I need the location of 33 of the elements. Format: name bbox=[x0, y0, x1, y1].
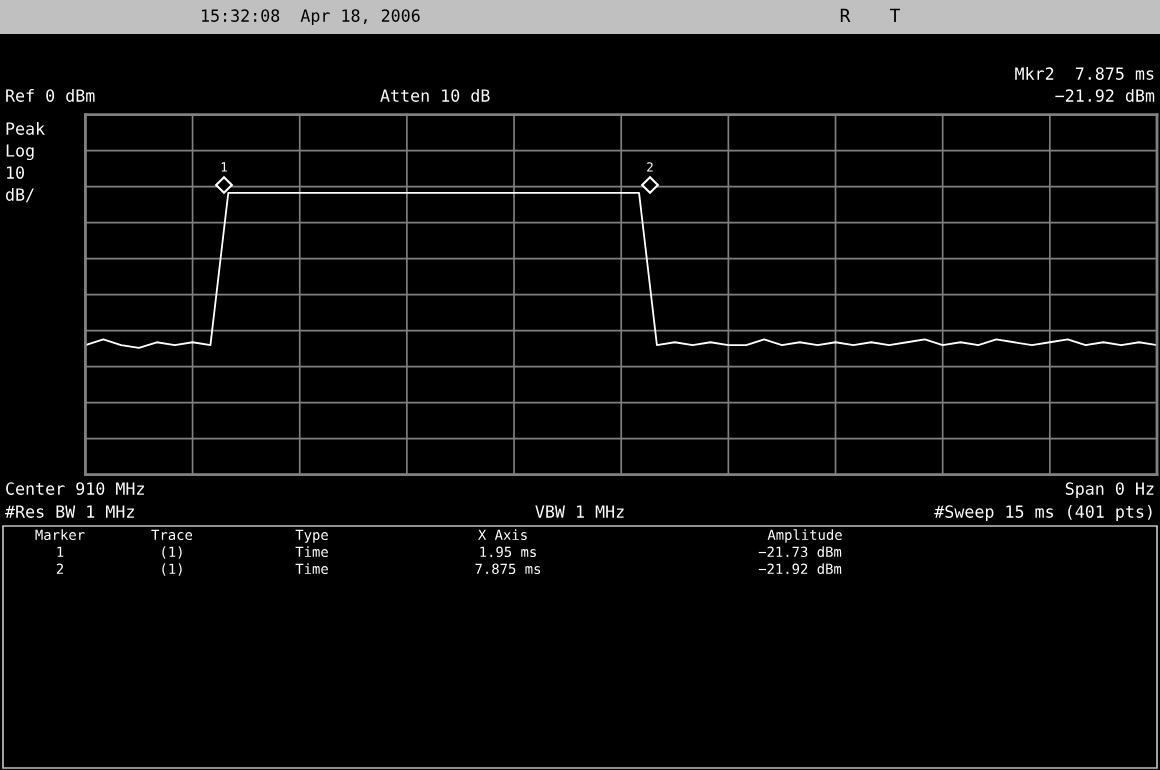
text: Ref 0 dBm bbox=[6, 88, 95, 102]
text: Atten 10 dB bbox=[380, 88, 490, 102]
text: −21.92 dBm bbox=[1055, 88, 1155, 102]
text: 1 bbox=[221, 162, 227, 172]
text: dB/ bbox=[6, 187, 34, 203]
text: Type bbox=[295, 529, 328, 543]
text: 1.95 ms bbox=[480, 546, 536, 558]
text: (1) bbox=[162, 563, 182, 576]
text: #Res BW 1 MHz bbox=[5, 505, 134, 518]
text: 1 bbox=[57, 546, 64, 557]
text: 2 bbox=[647, 162, 653, 172]
text: Log bbox=[6, 144, 34, 161]
text: R bbox=[840, 8, 851, 23]
text: Time bbox=[295, 563, 328, 575]
text: Center 910 MHz bbox=[6, 482, 144, 495]
text: VBW 1 MHz bbox=[535, 505, 624, 518]
text: #Sweep 15 ms (401 pts) bbox=[934, 505, 1152, 522]
text: 7.875 ms bbox=[475, 563, 541, 575]
text: −21.92 dBm bbox=[758, 563, 842, 575]
text: X Axis bbox=[478, 529, 527, 541]
text: Trace bbox=[151, 529, 193, 541]
text: 10 bbox=[7, 166, 24, 179]
text: 2 bbox=[56, 563, 63, 574]
text: 15:32:08 Apr 18, 2006 bbox=[202, 9, 420, 26]
text: Amplitude bbox=[767, 529, 842, 543]
text: T bbox=[889, 8, 901, 23]
text: Peak bbox=[6, 121, 45, 135]
text: Mkr2 7.875 ms bbox=[1015, 66, 1154, 80]
text: Time bbox=[295, 546, 328, 558]
text: Marker bbox=[35, 529, 85, 541]
text: −21.73 dBm bbox=[758, 546, 842, 558]
text: Span 0 Hz bbox=[1065, 482, 1154, 499]
text: (1) bbox=[162, 546, 182, 559]
